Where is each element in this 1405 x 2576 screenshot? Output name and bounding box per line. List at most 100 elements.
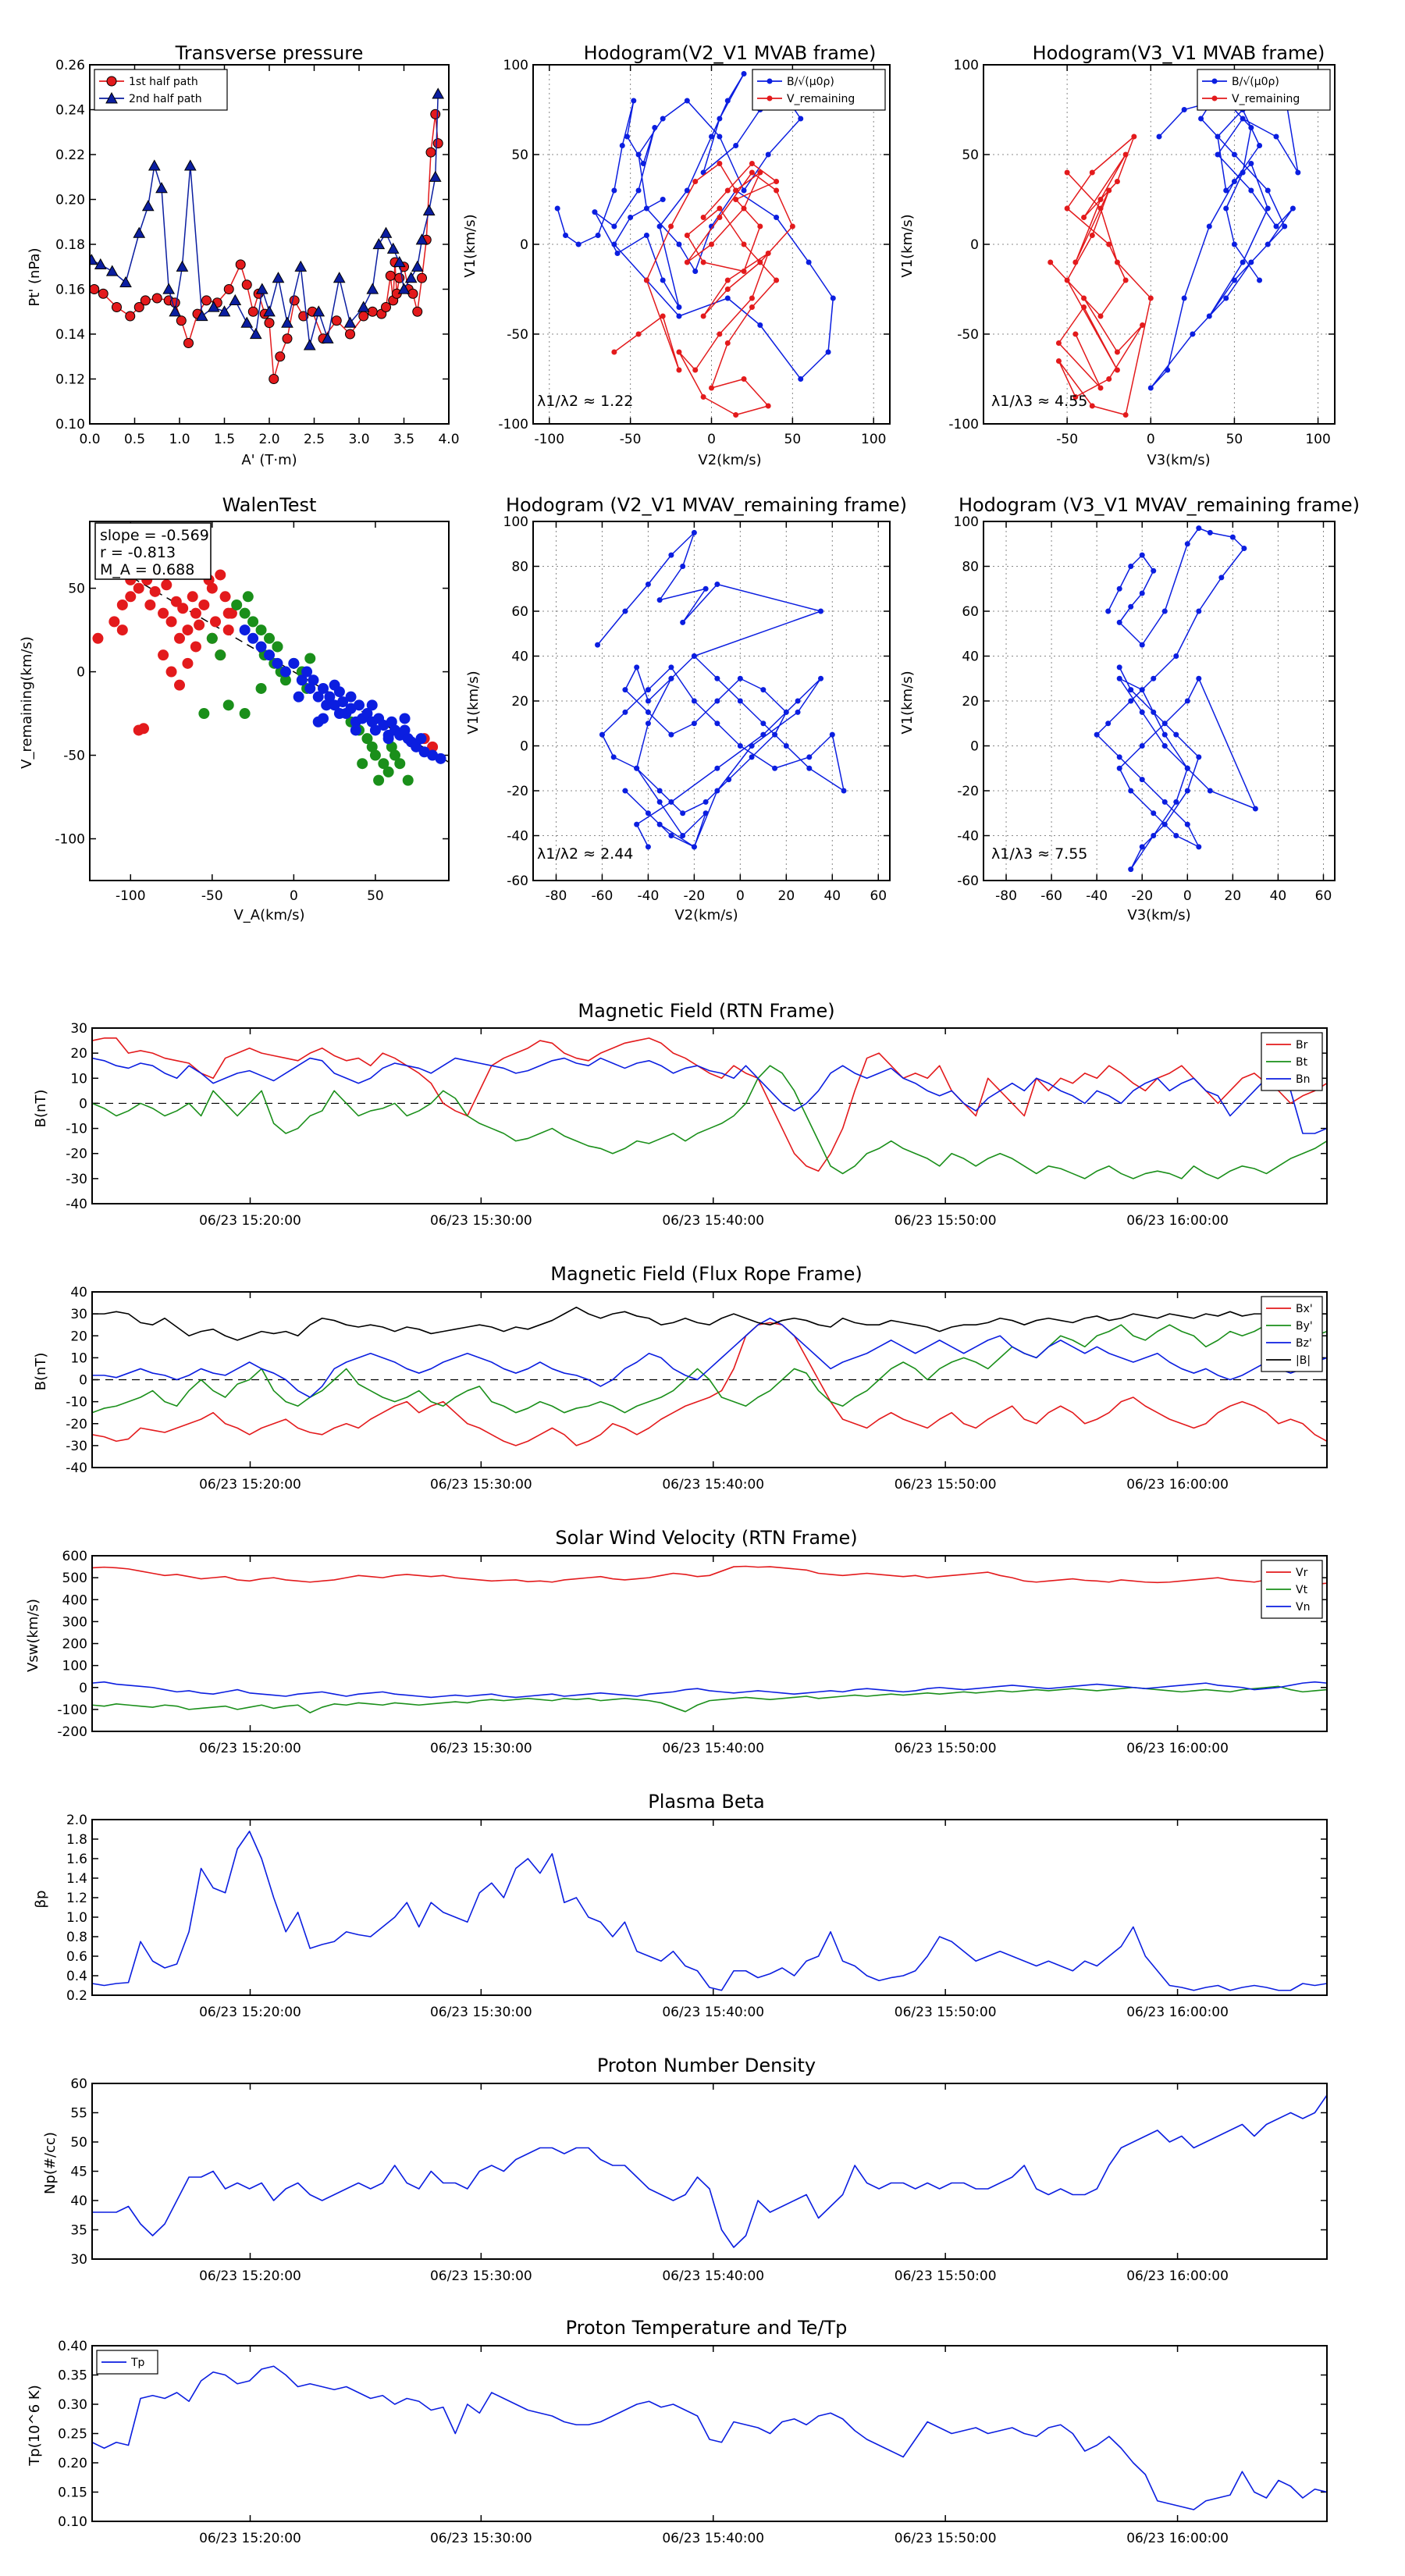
h4-title: Hodogram (V3_V1 MVAV_remaining frame) [959,494,1360,516]
tp-xtick-label: 0.0 [79,432,100,447]
tp-ytick-label: 0.20 [55,193,85,208]
h2-series-b-0--point [1289,205,1296,212]
beta-ytick-label: 1.8 [66,1832,87,1848]
temp-ytick-label: 0.10 [58,2514,87,2530]
temp-title: Proton Temperature and Te/Tp [566,2317,848,2339]
h1-series-b-0--point [660,277,666,283]
h1-series-b-0--point [595,233,601,238]
bfield-xtick-label: 06/23 15:50:00 [895,1213,997,1229]
bfr-ytick-label: 0 [79,1373,87,1389]
h1-legend-label: B/√(μ0ρ) [787,76,834,88]
h2-series-b-0--point [1181,295,1187,301]
h3-series-v-point [622,709,628,715]
h2-series-v-remaining-point [1055,340,1062,346]
h2-series-b-0--point [1156,133,1162,140]
walen-series-green-point [231,599,243,610]
h3-series-v-point [691,653,697,659]
tp-series-1st-half-path-point [112,302,122,312]
h4-series-v-point [1128,564,1134,569]
h3-series-v-point [702,799,709,805]
h2-legend-marker [1211,78,1218,84]
tp-legend-label: 1st half path [129,76,198,88]
np-ytick-label: 35 [70,2223,87,2239]
walen-series-blue-point [399,724,411,736]
h1-ytick-label: 50 [511,148,528,163]
h3-xtick-label: 20 [778,888,795,904]
np-xtick-label: 06/23 15:30:00 [430,2268,532,2284]
tp-series-2nd-half-path-point [366,283,379,294]
h1-series-v-remaining-point [774,277,780,283]
bfr-ytick-label: 40 [70,1285,87,1300]
h3-frame [532,521,891,881]
bfield-legend: Br Bt Bn [1261,1032,1323,1091]
h1-series-b-0--point [660,116,666,122]
bfield-ytick-label: 30 [70,1021,87,1037]
tp-series-1st-half-path-point [412,306,423,317]
walen-xtick-label: -100 [116,888,146,904]
h1-series-v-remaining-point [724,277,731,283]
h1-series-b-0--point [643,205,649,212]
walen-series-blue-point [337,696,349,708]
h2-series-v-remaining-point [1072,259,1079,265]
h2-series-v-remaining-point [1089,233,1095,238]
h1-series-b-0--point [624,133,630,140]
h1-series-b-0--point [684,98,690,104]
walen-series-red-point [108,616,120,628]
walen-series-red-point [165,666,177,678]
tp-xtick-label: 2.5 [304,432,325,447]
h2-series-b-0--point [1295,169,1301,176]
h4-series-v-point [1139,777,1145,783]
walen-ytick-label: -100 [55,832,85,848]
h1-series-v-remaining-point [741,376,747,382]
walen-series-blue-point [301,666,313,678]
tp-series-1st-half-path-point [140,295,151,306]
beta-xtick-label: 06/23 16:00:00 [1126,2005,1229,2020]
h2-series-b-0--point [1215,151,1221,158]
h1-xtick-label: -100 [534,432,564,447]
tp-series-2nd-half-path-point [169,305,182,317]
tp-xtick-label: 3.5 [393,432,414,447]
walen-series-blue-point [366,699,378,711]
temp-legend: Tp [96,2350,158,2375]
bfield-legend-label: Bn [1296,1073,1310,1086]
h1-series-v-remaining-point [749,169,755,176]
tp-series-1st-half-path-point [235,259,246,270]
h2-series-v-remaining-line [1049,136,1152,416]
h3-series-v-point [795,709,801,715]
h1-xtick-label: 0 [707,432,716,447]
walen-series-red-point [190,607,201,619]
h1-series-v-remaining-point [765,403,771,409]
h4-xtick-label: -20 [1131,888,1153,904]
h2-series-b-0--point [1206,313,1212,319]
vsw-data [92,1565,1327,1713]
walen-series-green-point [394,758,406,770]
tp-series-2nd-half-path-point [343,316,357,328]
h2-series-v-remaining-point [1097,205,1104,212]
np-data [92,2094,1327,2248]
h1-series-v-remaining-point [789,223,795,229]
bfr-xtick-label: 06/23 15:20:00 [199,1477,301,1493]
h3-series-v-point [760,731,767,738]
walen-series-red-point [177,603,189,614]
tp-series-1st-half-path-point [417,272,427,283]
bfield-ylabel: B(nT) [33,1090,49,1128]
h2-series-v-remaining-point [1097,385,1104,391]
tp-series-2nd-half-path-point [162,283,176,294]
beta-xtick-label: 06/23 15:40:00 [662,2005,764,2020]
np-ytick-label: 30 [70,2252,87,2268]
h1-series-v-remaining-point [774,187,780,194]
tp-series-1st-half-path-point [125,311,136,322]
walen-series-green-point [247,616,259,628]
h3-series-v-point [714,698,720,704]
h3-xtick-label: -40 [638,888,660,904]
h2-series-v-remaining-point [1064,277,1070,283]
h4-series-v-point [1229,534,1236,540]
h4-ytick-label: 60 [962,604,979,620]
h2-series-b-0--point [1223,187,1229,194]
h1-series-v-remaining-point [733,412,739,418]
h4-ytick-label: -40 [957,829,979,845]
np-panel: 30 35 40 45 50 55 60 06/23 15:20:00 06/23 15:30:… [70,2076,1328,2284]
bfr-legend: Bx' By' Bz' |B| [1261,1296,1323,1372]
h1-legend: B/√(μ0ρ) V_remaining [752,69,886,111]
h3-series-v-point [783,709,789,715]
